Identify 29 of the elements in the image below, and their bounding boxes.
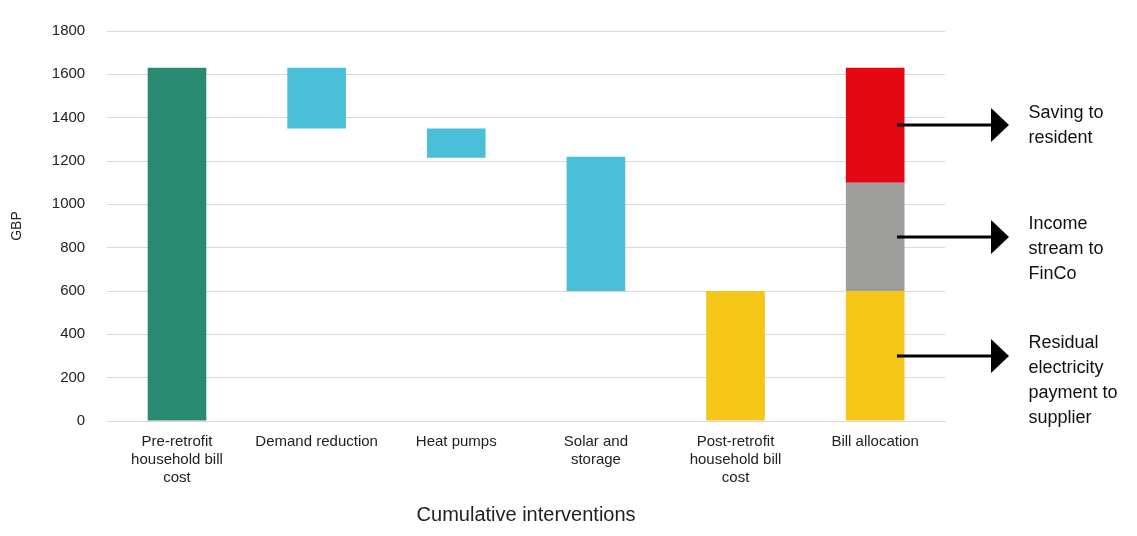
bar	[845, 182, 905, 291]
y-tick-label: 1600	[51, 64, 86, 82]
y-axis-title: GBP	[8, 211, 25, 241]
x-tick-label: Solar and storage	[563, 432, 629, 468]
y-tick-label: 600	[60, 281, 86, 299]
text: Income stream to FinCo	[1028, 211, 1105, 285]
x-tick-label: Post-retrofit household bill cost	[689, 432, 782, 486]
bar	[706, 291, 765, 421]
text: Saving to resident	[1028, 101, 1105, 150]
x-axis-title: Cumulative interventions	[416, 502, 636, 525]
bar	[566, 156, 626, 291]
bar	[845, 67, 905, 183]
x-tick-label: Bill allocation	[831, 432, 919, 450]
bar	[287, 67, 346, 129]
text: Residual electricity payment to supplier	[1028, 331, 1119, 429]
bar	[426, 128, 486, 158]
y-tick-label: 0	[76, 411, 86, 429]
bar	[845, 291, 905, 421]
y-tick-label: 200	[60, 367, 86, 385]
y-tick-label: 1400	[51, 107, 86, 125]
x-tick-label: Heat pumps	[415, 432, 497, 450]
y-tick-label: 400	[60, 324, 86, 342]
x-tick-label: Demand reduction	[255, 432, 378, 450]
y-tick-label: 1200	[51, 151, 86, 169]
bar	[147, 67, 207, 421]
x-tick-label: Pre-retrofit household bill cost	[131, 432, 223, 486]
y-tick-label: 1000	[51, 194, 86, 212]
y-tick-label: 800	[60, 237, 86, 255]
y-tick-label: 1800	[51, 21, 86, 39]
